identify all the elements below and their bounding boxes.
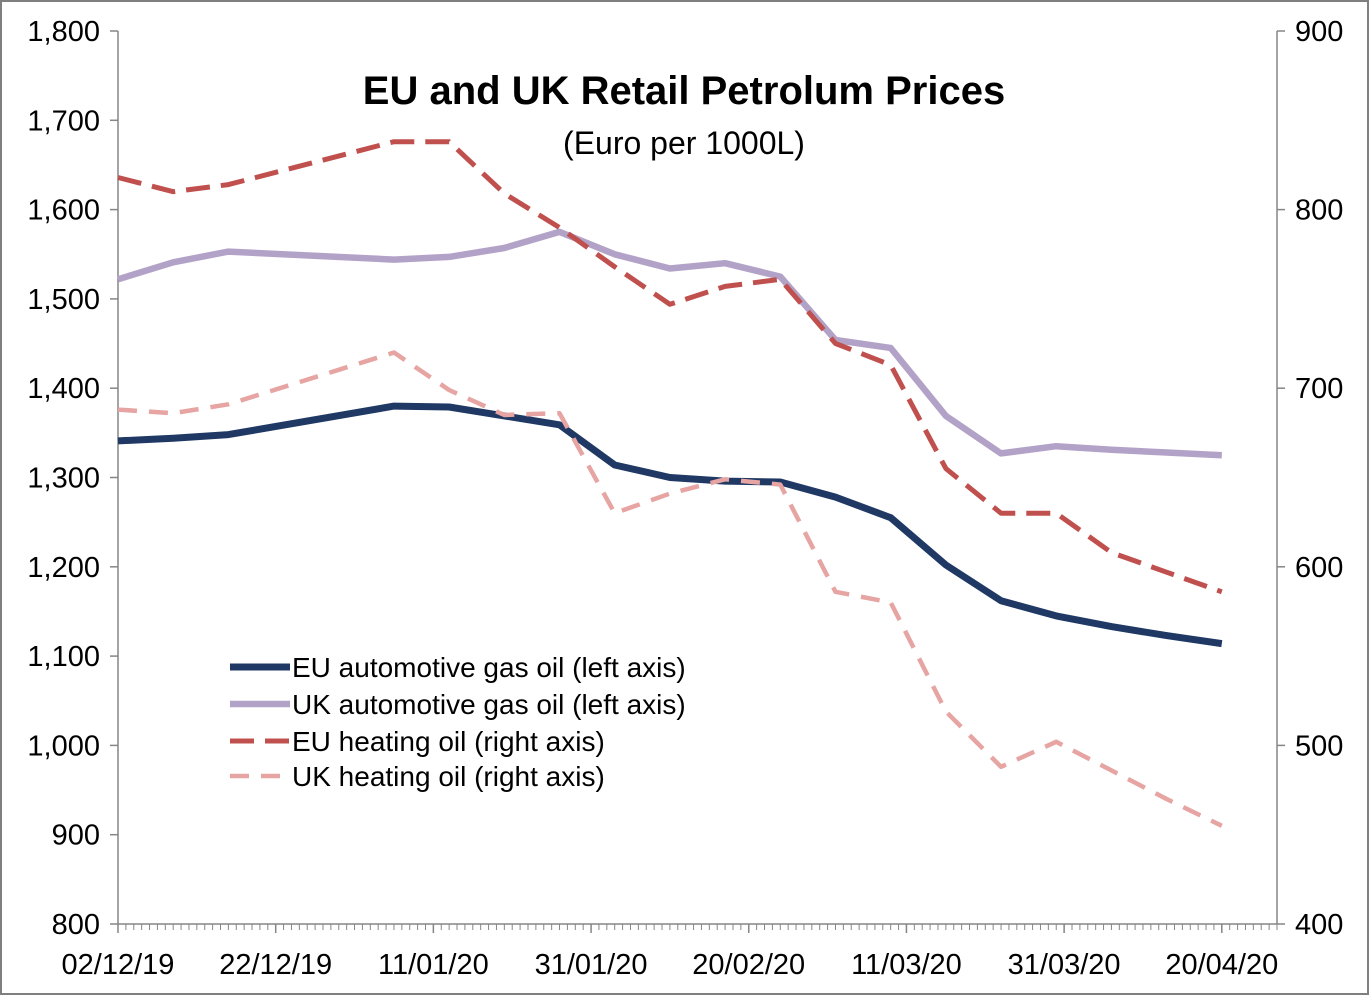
left-axis-tick-label: 1,800 xyxy=(27,16,100,48)
series-eu-heating-oil xyxy=(117,139,1223,595)
series-uk-heating-oil xyxy=(117,350,1223,828)
series-uk-automotive-gas-oil xyxy=(117,228,1222,459)
x-axis-tick-label: 22/12/19 xyxy=(219,949,332,981)
legend-item-uk-automotive-gas-oil: UK automotive gas oil (left axis) xyxy=(230,689,686,720)
right-axis-tick-label: 600 xyxy=(1295,552,1343,584)
right-axis-tick-label: 500 xyxy=(1295,730,1343,762)
left-axis-tick-label: 1,300 xyxy=(27,463,100,495)
x-axis-tick-label: 31/03/20 xyxy=(1008,949,1121,981)
series-line-eu-heating-oil xyxy=(117,139,1223,595)
x-axis-tick-label: 20/04/20 xyxy=(1165,949,1278,981)
legend-label: EU heating oil (right axis) xyxy=(292,726,605,757)
series-line-uk-heating-oil xyxy=(117,350,1223,828)
left-axis-tick-label: 1,200 xyxy=(27,552,100,584)
right-axis-tick-label: 400 xyxy=(1295,909,1343,941)
left-axis-tick-label: 900 xyxy=(52,820,100,852)
x-axis-tick-label: 20/02/20 xyxy=(692,949,805,981)
left-axis-tick-label: 1,600 xyxy=(27,195,100,227)
legend-label: EU automotive gas oil (left axis) xyxy=(292,652,686,683)
left-axis-tick-label: 1,700 xyxy=(27,105,100,137)
legend: EU automotive gas oil (left axis) UK aut… xyxy=(230,652,686,792)
legend-label: UK automotive gas oil (left axis) xyxy=(292,689,686,720)
left-axis-tick-label: 1,000 xyxy=(27,730,100,762)
x-axis-tick-label: 11/03/20 xyxy=(851,949,962,981)
left-axis-tick-label: 1,500 xyxy=(27,284,100,316)
left-axis-tick-label: 1,100 xyxy=(27,641,100,673)
legend-item-eu-automotive-gas-oil: EU automotive gas oil (left axis) xyxy=(230,652,686,683)
legend-label: UK heating oil (right axis) xyxy=(292,761,605,792)
legend-item-eu-heating-oil: EU heating oil (right axis) xyxy=(230,726,605,757)
series-lines xyxy=(117,139,1223,828)
right-axis-tick-label: 700 xyxy=(1295,373,1343,405)
left-axis-tick-label: 800 xyxy=(52,909,100,941)
x-axis-tick-label: 02/12/19 xyxy=(62,949,175,981)
chart-title: EU and UK Retail Petrolum Prices xyxy=(363,69,1005,113)
right-axis-tick-label: 900 xyxy=(1295,16,1343,48)
legend-item-uk-heating-oil: UK heating oil (right axis) xyxy=(230,761,605,792)
series-line-uk-automotive-gas-oil xyxy=(117,228,1222,459)
axes: 800 900 1,000 1,100 1,200 1,300 1,400 1,500 1,60… xyxy=(27,16,1343,981)
x-axis-tick-label: 11/01/20 xyxy=(378,949,489,981)
right-axis-tick-label: 800 xyxy=(1295,195,1343,227)
chart-subtitle: (Euro per 1000L) xyxy=(563,125,805,161)
x-axis-tick-label: 31/01/20 xyxy=(535,949,648,981)
left-axis-tick-label: 1,400 xyxy=(27,373,100,405)
